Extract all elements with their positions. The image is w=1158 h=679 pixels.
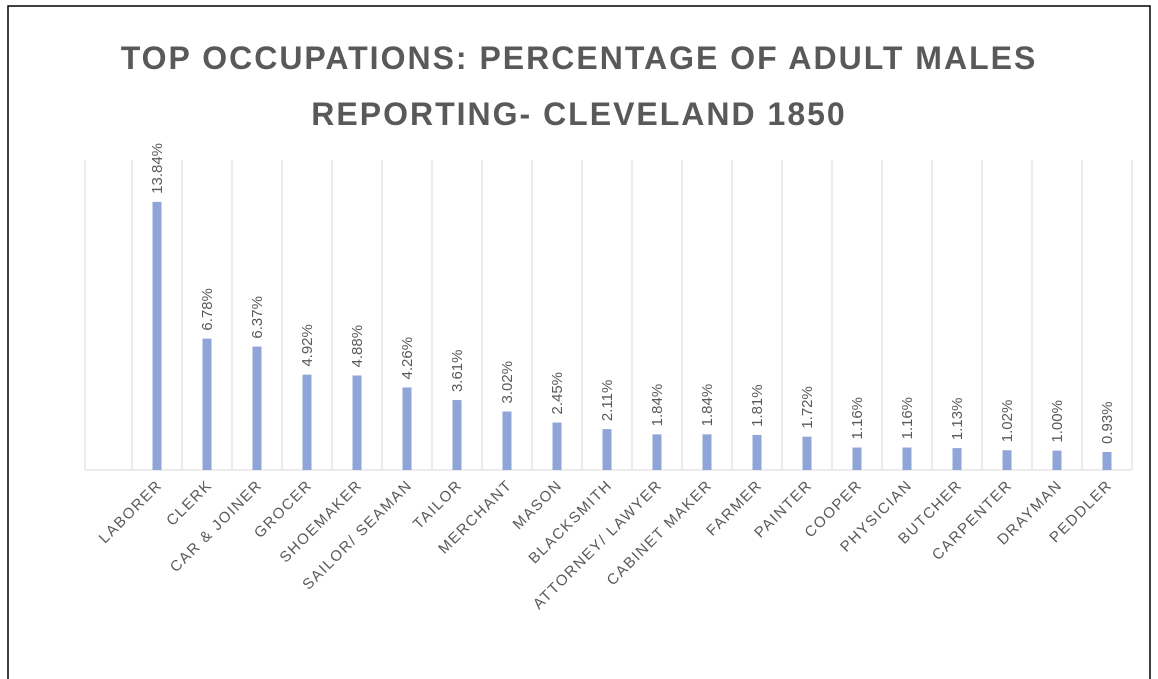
bar <box>602 429 612 470</box>
bar <box>802 436 812 470</box>
bar <box>652 434 662 470</box>
bar <box>902 447 912 470</box>
bar <box>852 447 862 470</box>
value-label: 2.11% <box>599 380 616 421</box>
value-label: 0.93% <box>1099 401 1116 444</box>
value-label: 1.02% <box>999 400 1016 443</box>
bar <box>752 434 762 470</box>
bar <box>552 422 562 470</box>
x-tick-label: LABORER <box>96 477 166 547</box>
bar <box>502 411 512 470</box>
bar <box>402 387 412 470</box>
value-label: 1.16% <box>899 397 916 440</box>
value-label: 4.88% <box>349 325 366 368</box>
bar <box>202 338 212 470</box>
bar <box>152 201 162 470</box>
chart-border <box>7 5 1151 679</box>
bar <box>702 434 712 470</box>
value-label: 2.45% <box>549 372 566 415</box>
value-label: 1.84% <box>699 384 716 427</box>
value-label: 1.72% <box>799 386 816 429</box>
chart-title: TOP OCCUPATIONS: PERCENTAGE OF ADULT MAL… <box>120 40 1038 132</box>
value-label: 1.00% <box>1049 400 1066 443</box>
bar <box>952 448 962 470</box>
value-label: 6.37% <box>249 296 266 339</box>
value-label: 4.26% <box>399 337 416 380</box>
bar <box>1052 450 1062 470</box>
bar <box>302 374 312 470</box>
x-tick-label: CAR & JOINER <box>167 477 266 576</box>
value-label: 3.02% <box>499 361 516 404</box>
value-label: 13.84% <box>149 143 166 194</box>
value-label: 1.13% <box>949 398 966 441</box>
bar <box>1002 450 1012 470</box>
bar <box>1102 451 1112 470</box>
value-label: 1.16% <box>849 397 866 440</box>
value-label: 1.81% <box>749 384 766 427</box>
bar <box>352 375 362 470</box>
bar <box>252 346 262 470</box>
bar <box>452 400 462 470</box>
value-label: 3.61% <box>449 350 466 393</box>
value-label: 4.92% <box>299 324 316 367</box>
value-label: 1.84% <box>649 384 666 427</box>
value-label: 6.78% <box>199 288 216 331</box>
